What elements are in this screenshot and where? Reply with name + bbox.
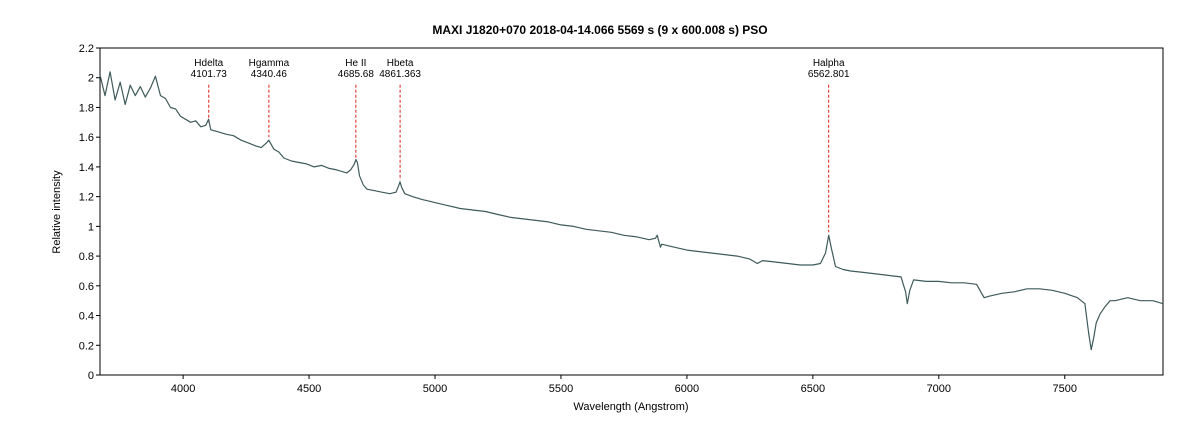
line-name-label: Hbeta bbox=[387, 58, 414, 69]
x-tick-label: 7500 bbox=[1053, 383, 1077, 395]
y-axis-label: Relative intensity bbox=[51, 170, 63, 254]
x-tick-label: 7000 bbox=[927, 383, 951, 395]
y-axis: 0 0.2 0.4 0.6 0.8 1 1.2 1.4 1.6 1.8 2 2.2 bbox=[79, 43, 100, 382]
x-axis: 4000 4500 5000 5500 6000 6500 7000 7500 bbox=[171, 375, 1077, 395]
line-name-label: Halpha bbox=[813, 58, 845, 69]
line-wavelength-label: 4340.46 bbox=[251, 69, 288, 80]
y-tick-label: 2 bbox=[88, 73, 94, 85]
line-wavelength-label: 4861.363 bbox=[379, 69, 421, 80]
line-name-label: Hgamma bbox=[249, 58, 290, 69]
y-tick-label: 0.6 bbox=[79, 281, 94, 293]
chart-title: MAXI J1820+070 2018-04-14.066 5569 s (9 … bbox=[432, 23, 767, 37]
x-tick-label: 6000 bbox=[675, 383, 699, 395]
plot-frame bbox=[99, 47, 1164, 376]
y-tick-label: 1.8 bbox=[79, 102, 94, 114]
spectrum-line bbox=[99, 71, 1164, 351]
x-tick-label: 5500 bbox=[549, 383, 573, 395]
x-tick-label: 4500 bbox=[297, 383, 321, 395]
x-tick-label: 5000 bbox=[423, 383, 447, 395]
line-name-label: Hdelta bbox=[194, 58, 223, 69]
y-tick-label: 0.2 bbox=[79, 340, 94, 352]
y-tick-label: 0.8 bbox=[79, 251, 94, 263]
y-tick-label: 1 bbox=[88, 221, 94, 233]
x-tick-label: 4000 bbox=[171, 383, 195, 395]
y-tick-label: 1.6 bbox=[79, 132, 94, 144]
line-wavelength-label: 4101.73 bbox=[191, 69, 228, 80]
line-wavelength-label: 4685.68 bbox=[338, 69, 375, 80]
y-tick-label: 1.2 bbox=[79, 192, 94, 204]
y-tick-label: 1.4 bbox=[79, 162, 94, 174]
x-tick-label: 6500 bbox=[801, 383, 825, 395]
line-name-label: He II bbox=[345, 58, 366, 69]
x-axis-label: Wavelength (Angstrom) bbox=[573, 401, 688, 413]
line-wavelength-label: 6562.801 bbox=[808, 69, 850, 80]
y-tick-label: 2.2 bbox=[79, 43, 94, 55]
y-tick-label: 0.4 bbox=[79, 311, 94, 323]
y-tick-label: 0 bbox=[88, 370, 94, 382]
